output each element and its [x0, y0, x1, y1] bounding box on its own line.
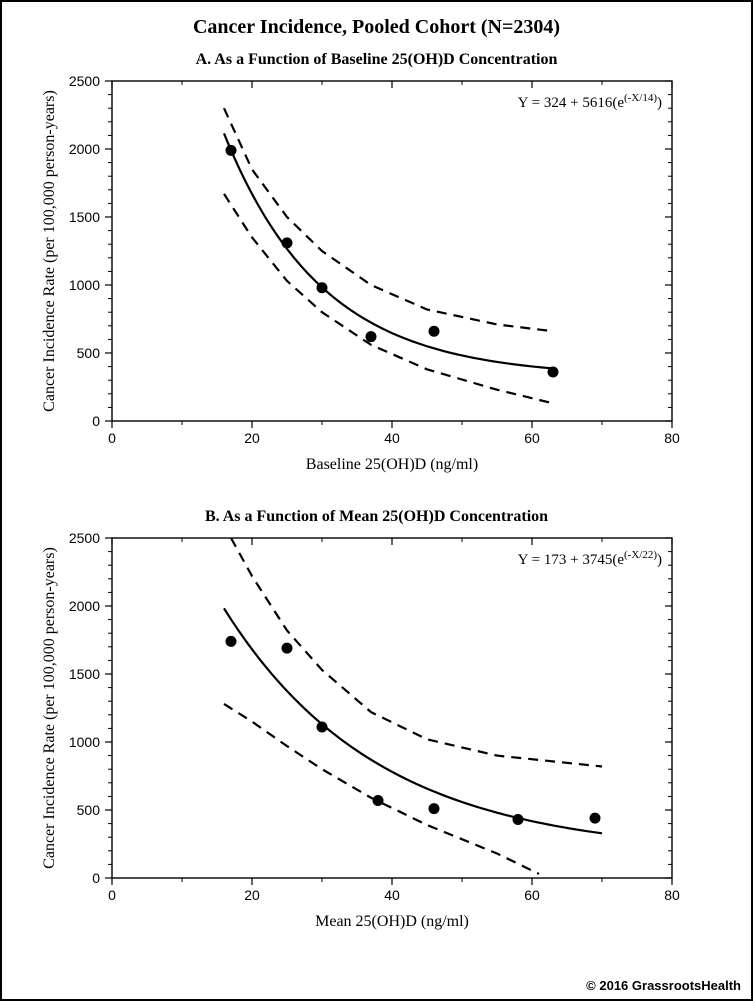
svg-text:60: 60	[524, 887, 540, 903]
svg-text:500: 500	[77, 345, 101, 361]
panel-a-wrap: 0 20 40 60 80 0 500 1000 1500 2000 2500 Baseline 25…	[2, 71, 751, 496]
svg-text:80: 80	[664, 887, 680, 903]
svg-text:1500: 1500	[69, 209, 100, 225]
svg-text:500: 500	[77, 802, 101, 818]
svg-text:Baseline 25(OH)D (ng/ml): Baseline 25(OH)D (ng/ml)	[306, 456, 478, 473]
svg-text:40: 40	[384, 430, 400, 446]
panel-b-subtitle: B. As a Function of Mean 25(OH)D Concent…	[2, 508, 751, 526]
svg-text:1500: 1500	[69, 666, 100, 682]
svg-text:40: 40	[384, 887, 400, 903]
svg-text:0: 0	[108, 430, 116, 446]
svg-text:20: 20	[244, 887, 260, 903]
svg-text:0: 0	[108, 887, 116, 903]
svg-text:0: 0	[92, 870, 100, 886]
svg-text:2500: 2500	[69, 530, 100, 546]
main-title: Cancer Incidence, Pooled Cohort (N=2304)	[2, 16, 751, 39]
svg-text:60: 60	[524, 430, 540, 446]
svg-text:1000: 1000	[69, 734, 100, 750]
figure-container: Cancer Incidence, Pooled Cohort (N=2304)…	[0, 0, 753, 1001]
svg-text:1000: 1000	[69, 277, 100, 293]
svg-text:2000: 2000	[69, 598, 100, 614]
panel-a-subtitle: A. As a Function of Baseline 25(OH)D Con…	[2, 51, 751, 69]
svg-text:2500: 2500	[69, 73, 100, 89]
svg-text:Mean 25(OH)D (ng/ml): Mean 25(OH)D (ng/ml)	[315, 913, 469, 930]
svg-text:2000: 2000	[69, 141, 100, 157]
svg-text:80: 80	[664, 430, 680, 446]
panel-b-wrap: 0 20 40 60 80 0 500 1000 1500 2000 2500 Mean 25(OH)…	[2, 528, 751, 953]
copyright-text: © 2016 GrassrootsHealth	[586, 978, 741, 993]
svg-text:Cancer Incidence Rate (per 100: Cancer Incidence Rate (per 100,000 perso…	[41, 90, 58, 412]
panel-a-chart: 0 20 40 60 80 0 500 1000 1500 2000 2500 Baseline 25…	[2, 71, 753, 491]
panel-b-chart: 0 20 40 60 80 0 500 1000 1500 2000 2500 Mean 25(OH)…	[2, 528, 753, 948]
svg-text:20: 20	[244, 430, 260, 446]
svg-text:Cancer Incidence Rate (per 100: Cancer Incidence Rate (per 100,000 perso…	[41, 547, 58, 869]
svg-text:0: 0	[92, 413, 100, 429]
